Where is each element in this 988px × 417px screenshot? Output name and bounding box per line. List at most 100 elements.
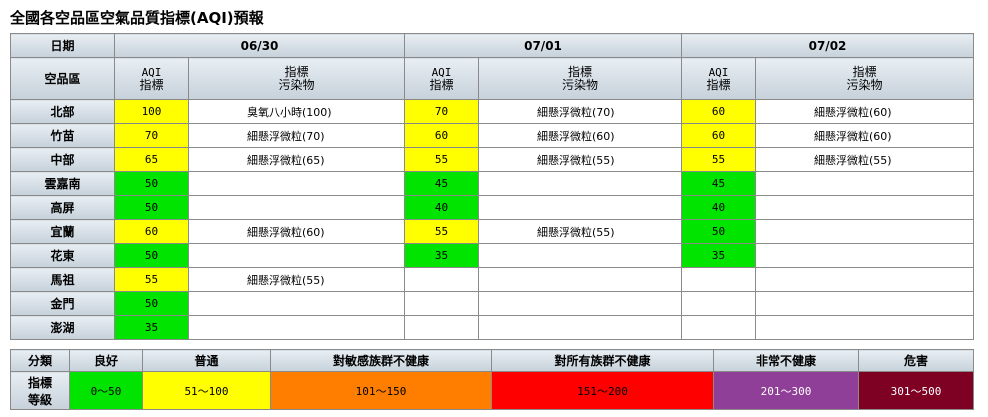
aqi-value: 65: [114, 147, 189, 172]
pollutant-value: 細懸浮微粒(55): [755, 147, 974, 172]
pollutant-value: 細懸浮微粒(70): [188, 123, 405, 148]
aqi-header-text: AQI: [141, 65, 162, 79]
table-row: 花東 50 35 35: [10, 243, 974, 268]
pollutant-header-sub: 污染物: [561, 77, 598, 92]
legend-level-label-1: 指標: [27, 375, 52, 390]
pollutant-value: [755, 171, 974, 196]
aqi-value: 50: [114, 195, 189, 220]
aqi-value: 50: [114, 243, 189, 268]
legend-level-label: 指標 等級: [10, 371, 70, 410]
aqi-value: 100: [114, 99, 189, 124]
pollutant-value: [188, 315, 405, 340]
aqi-value: 60: [114, 219, 189, 244]
legend-category: 非常不健康: [713, 349, 859, 372]
area-name: 馬祖: [10, 267, 115, 292]
aqi-value: 60: [681, 123, 756, 148]
pollutant-value: [478, 315, 682, 340]
aqi-value: 35: [681, 243, 756, 268]
aqi-value: 55: [114, 267, 189, 292]
pollutant-value: [755, 219, 974, 244]
legend-class-label: 分類: [10, 349, 70, 372]
pollutant-header-sub: 污染物: [278, 77, 315, 92]
aqi-value: 70: [114, 123, 189, 148]
pollutant-value: 細懸浮微粒(65): [188, 147, 405, 172]
aqi-header: AQI 指標: [404, 57, 479, 100]
page-title: 全國各空品區空氣品質指標(AQI)預報: [10, 9, 264, 27]
legend-category: 危害: [858, 349, 974, 372]
table-row: 雲嘉南 50 45 45: [10, 171, 974, 196]
pollutant-value: 細懸浮微粒(55): [478, 147, 682, 172]
aqi-header-sub: 指標: [429, 77, 454, 92]
legend-range: 201～300: [713, 371, 859, 410]
pollutant-value: [478, 291, 682, 316]
aqi-value: [681, 267, 756, 292]
aqi-header-sub: 指標: [706, 77, 731, 92]
pollutant-header-text: 指標: [567, 64, 592, 79]
legend-level-label-2: 等級: [27, 392, 52, 407]
pollutant-value: [755, 243, 974, 268]
aqi-value: 55: [404, 219, 479, 244]
table-row: 中部 65 細懸浮微粒(65) 55 細懸浮微粒(55) 55 細懸浮微粒(55): [10, 147, 974, 172]
area-name: 高屏: [10, 195, 115, 220]
aqi-value: 50: [681, 219, 756, 244]
table-row: 竹苗 70 細懸浮微粒(70) 60 細懸浮微粒(60) 60 細懸浮微粒(60): [10, 123, 974, 148]
aqi-value: [404, 291, 479, 316]
pollutant-header-text: 指標: [284, 64, 309, 79]
pollutant-value: [755, 291, 974, 316]
area-name: 宜蘭: [10, 219, 115, 244]
aqi-value: [404, 267, 479, 292]
area-name: 花東: [10, 243, 115, 268]
pollutant-value: 細懸浮微粒(60): [188, 219, 405, 244]
pollutant-value: 細懸浮微粒(70): [478, 99, 682, 124]
table-row: 馬祖 55 細懸浮微粒(55): [10, 267, 974, 292]
aqi-value: 70: [404, 99, 479, 124]
legend-category: 良好: [69, 349, 143, 372]
area-header-label: 空品區: [10, 57, 115, 100]
pollutant-header: 指標 污染物: [755, 57, 974, 100]
aqi-value: 60: [681, 99, 756, 124]
table-row: 澎湖 35: [10, 315, 974, 340]
area-name: 金門: [10, 291, 115, 316]
pollutant-value: [755, 195, 974, 220]
aqi-value: 55: [404, 147, 479, 172]
legend-category: 普通: [142, 349, 271, 372]
aqi-value: 60: [404, 123, 479, 148]
date-header-1: 07/01: [404, 33, 682, 58]
date-header-2: 07/02: [681, 33, 974, 58]
aqi-value: 35: [114, 315, 189, 340]
aqi-value: 50: [114, 291, 189, 316]
pollutant-value: [478, 267, 682, 292]
date-header-0: 06/30: [114, 33, 405, 58]
area-name: 澎湖: [10, 315, 115, 340]
aqi-value: [681, 315, 756, 340]
pollutant-header: 指標 污染物: [188, 57, 405, 100]
area-name: 雲嘉南: [10, 171, 115, 196]
pollutant-value: 細懸浮微粒(60): [755, 123, 974, 148]
legend-range: 0～50: [69, 371, 143, 410]
aqi-value: 45: [404, 171, 479, 196]
aqi-value: 50: [114, 171, 189, 196]
area-name: 竹苗: [10, 123, 115, 148]
area-name: 北部: [10, 99, 115, 124]
aqi-value: [681, 291, 756, 316]
pollutant-value: [478, 195, 682, 220]
area-name: 中部: [10, 147, 115, 172]
aqi-value: 40: [681, 195, 756, 220]
aqi-header: AQI 指標: [114, 57, 189, 100]
table-row: 金門 50: [10, 291, 974, 316]
aqi-forecast-table: 日期 06/30 07/01 07/02 空品區 AQI 指標 指標 污染物 AQI…: [10, 33, 974, 340]
aqi-value: 55: [681, 147, 756, 172]
pollutant-value: [478, 243, 682, 268]
table-row: 高屏 50 40 40: [10, 195, 974, 220]
pollutant-value: 臭氧八小時(100): [188, 99, 405, 124]
pollutant-value: [188, 171, 405, 196]
pollutant-value: 細懸浮微粒(60): [478, 123, 682, 148]
pollutant-value: [188, 291, 405, 316]
pollutant-value: 細懸浮微粒(60): [755, 99, 974, 124]
table-row: 宜蘭 60 細懸浮微粒(60) 55 細懸浮微粒(55) 50: [10, 219, 974, 244]
aqi-header-text: AQI: [708, 65, 729, 79]
aqi-value: 45: [681, 171, 756, 196]
pollutant-value: [755, 315, 974, 340]
pollutant-value: [755, 267, 974, 292]
pollutant-value: [188, 195, 405, 220]
